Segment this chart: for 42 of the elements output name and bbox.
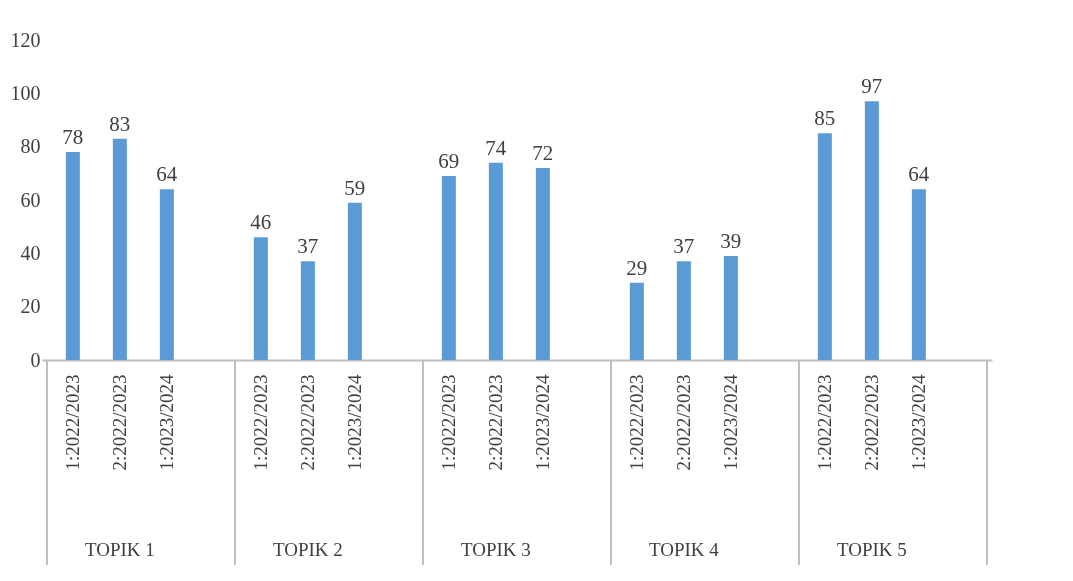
text: TOPIK 5 [836,539,907,560]
data-label: 59 [344,175,366,200]
x-tick-label: 1:2022/2023 [626,374,648,471]
y-tick-label: 20 [20,295,41,318]
y-tick-label: 80 [20,135,41,158]
text: TOPIK 4 [648,539,720,560]
x-tick-label: 1:2023/2024 [720,374,742,471]
x-tick-label: 2:2022/2023 [297,374,319,471]
data-label: 64 [908,162,930,187]
data-label: 46 [250,210,272,235]
data-label: 29 [626,255,648,280]
data-label: 78 [62,125,84,149]
y-tick-label: 60 [20,188,41,211]
data-label: 83 [109,111,131,136]
data-label: 69 [438,149,460,173]
y-tick-label: 0 [30,348,41,371]
text: TOPIK 3 [460,539,531,560]
x-tick-label: 2:2022/2023 [485,374,507,471]
data-label: 37 [673,234,695,259]
y-tick-label: 100 [10,81,41,104]
data-label: 97 [861,74,883,99]
data-label: 74 [485,135,507,160]
x-tick-label: 1:2023/2024 [344,374,366,471]
y-tick-label: 120 [10,28,41,51]
x-tick-label: 2:2022/2023 [109,374,131,471]
x-tick-label: 1:2023/2024 [908,374,930,471]
data-label: 64 [156,162,178,187]
data-label: 39 [720,229,742,253]
x-tick-label: 1:2023/2024 [156,374,178,471]
text: TOPIK 1 [84,539,155,560]
data-label: 37 [297,234,319,259]
x-tick-label: 1:2022/2023 [250,374,272,471]
data-label: 85 [814,106,836,131]
x-tick-label: 1:2022/2023 [62,374,84,471]
x-tick-label: 2:2022/2023 [673,374,695,471]
y-tick-label: 40 [20,241,41,264]
x-tick-label: 1:2023/2024 [532,374,554,471]
data-label: 72 [532,141,554,165]
text: TOPIK 2 [272,539,343,560]
x-tick-label: 1:2022/2023 [814,374,836,471]
x-tick-label: 1:2022/2023 [438,374,460,471]
x-tick-label: 2:2022/2023 [861,374,883,471]
